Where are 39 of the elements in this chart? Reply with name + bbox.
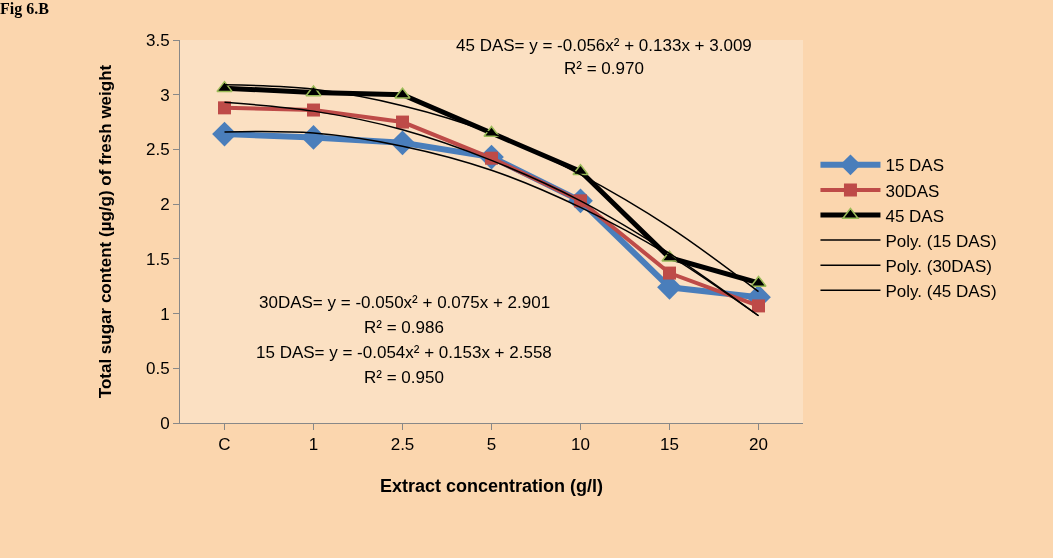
point xyxy=(301,125,326,150)
annotation: 15 DAS= y = -0.054x² + 0.153x + 2.558 xyxy=(256,343,552,362)
legend-label: 45 DAS xyxy=(885,206,945,226)
legend-label: Poly. (15 DAS) xyxy=(885,231,997,251)
x-tick-label: 2.5 xyxy=(390,435,415,455)
legend-label: Poly. (45 DAS) xyxy=(885,281,997,301)
point xyxy=(663,266,676,280)
y-tick-label: 0 xyxy=(160,413,170,433)
x-tick-label: 20 xyxy=(749,435,768,455)
legend-label: 15 DAS xyxy=(885,156,945,176)
point xyxy=(216,80,233,93)
annotation: R² = 0.986 xyxy=(364,318,444,337)
annotation: 30DAS= y = -0.050x² + 0.075x + 2.901 xyxy=(259,293,551,312)
y-tick-label: 3.5 xyxy=(145,30,170,50)
point xyxy=(305,85,322,97)
x-axis-title: Extract concentration (g/l) xyxy=(379,475,604,496)
x-tick-label: 15 xyxy=(660,435,679,455)
x-tick-label: 10 xyxy=(571,435,590,455)
point xyxy=(394,87,411,99)
annotation: R² = 0.970 xyxy=(564,59,644,78)
x-tick-label: 1 xyxy=(308,435,319,455)
point xyxy=(752,299,765,313)
legend-label: Poly. (30DAS) xyxy=(885,256,992,276)
x-tick-label: 5 xyxy=(486,435,497,455)
x-tick-label: C xyxy=(218,435,231,455)
y-tick-label: 2 xyxy=(160,195,170,215)
y-tick-label: 3 xyxy=(160,85,170,105)
point xyxy=(396,115,409,129)
text: Fig 6.B xyxy=(0,0,50,18)
y-tick-label: 1 xyxy=(160,304,170,324)
y-tick-label: 1.5 xyxy=(145,249,170,269)
annotation: R² = 0.950 xyxy=(364,368,444,387)
y-tick-label: 2.5 xyxy=(145,140,170,160)
y-tick-label: 0.5 xyxy=(145,359,170,379)
y-axis-title: Total sugar content (µg/g) of fresh weight xyxy=(95,64,115,399)
legend-label: 30DAS xyxy=(885,181,940,201)
point xyxy=(750,275,767,287)
annotation: 45 DAS= y = -0.056x² + 0.133x + 3.009 xyxy=(456,36,752,55)
point xyxy=(218,101,231,115)
